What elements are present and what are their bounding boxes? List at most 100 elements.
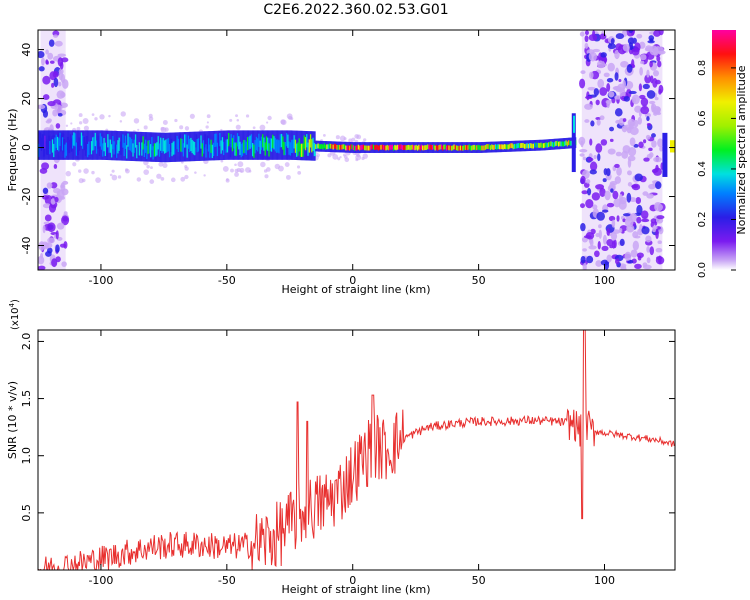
ridge-core bbox=[99, 133, 102, 147]
noise-speck bbox=[589, 161, 598, 171]
colorbar-ticks: 0.0 0.2 0.4 0.6 0.8 bbox=[697, 60, 736, 278]
ridge-core bbox=[210, 139, 213, 153]
ridge-core bbox=[156, 142, 159, 156]
noise-speck bbox=[657, 138, 664, 148]
ridge-core bbox=[277, 139, 280, 153]
spectrogram-panel: -100 -50 0 50 100 -40 -20 0 20 40 Height of stra… bbox=[6, 29, 676, 296]
halo-speck bbox=[180, 176, 186, 182]
ridge-core bbox=[453, 144, 456, 150]
noise-speck bbox=[612, 190, 619, 200]
ridge-core bbox=[181, 138, 184, 153]
ridge-core bbox=[372, 144, 375, 150]
ridge-core bbox=[132, 143, 135, 157]
noise-speck bbox=[631, 184, 639, 189]
ridge-core bbox=[228, 132, 231, 147]
ridge-core bbox=[166, 138, 169, 153]
ridge-core bbox=[215, 133, 218, 147]
noise-speck bbox=[55, 244, 60, 253]
noise-speck bbox=[638, 83, 643, 92]
noise-speck bbox=[591, 192, 601, 201]
y-tick-label: 40 bbox=[20, 43, 33, 57]
ridge-core bbox=[114, 144, 117, 158]
ridge-core bbox=[288, 141, 291, 155]
ridge-core bbox=[437, 145, 440, 151]
noise-speck bbox=[616, 215, 620, 222]
noise-speck bbox=[606, 100, 610, 109]
ridge-core bbox=[523, 143, 526, 149]
halo-speck bbox=[297, 171, 302, 175]
ridge-core bbox=[546, 142, 549, 148]
halo-speck bbox=[203, 174, 206, 177]
noise-speck bbox=[656, 215, 665, 220]
noise-speck bbox=[46, 182, 53, 189]
ridge-core bbox=[90, 141, 93, 155]
ridge-core bbox=[297, 142, 300, 156]
ridge-core bbox=[279, 134, 282, 148]
ridge-core bbox=[283, 141, 286, 156]
halo-speck bbox=[332, 153, 339, 160]
halo-speck bbox=[363, 138, 367, 142]
ridge-core bbox=[547, 142, 550, 148]
ridge-core bbox=[469, 145, 472, 151]
noise-speck bbox=[596, 119, 601, 126]
noise-speck bbox=[652, 225, 658, 230]
noise-speck bbox=[54, 40, 63, 47]
ridge-core bbox=[196, 139, 199, 153]
noise-speck bbox=[641, 218, 650, 223]
ridge-core bbox=[539, 143, 542, 148]
noise-speck bbox=[652, 47, 659, 56]
noise-speck bbox=[56, 90, 65, 99]
ridge-core bbox=[180, 138, 183, 152]
ridge-core bbox=[385, 145, 388, 151]
ridge-core bbox=[564, 141, 567, 147]
ridge-core bbox=[555, 141, 558, 146]
halo-speck bbox=[184, 166, 189, 171]
ridge-core bbox=[326, 144, 329, 150]
halo-speck bbox=[343, 155, 348, 159]
halo-speck bbox=[266, 167, 271, 172]
noise-speck bbox=[586, 188, 592, 196]
halo-speck bbox=[137, 128, 140, 131]
noise-speck bbox=[587, 157, 594, 162]
ridge-core bbox=[100, 136, 103, 150]
noise-speck bbox=[640, 60, 645, 65]
noise-speck bbox=[657, 240, 662, 244]
ridge-core bbox=[357, 144, 360, 150]
ridge-core bbox=[108, 139, 111, 153]
halo-speck bbox=[280, 119, 286, 125]
halo-speck bbox=[136, 177, 142, 182]
noise-speck bbox=[632, 231, 639, 239]
noise-speck bbox=[600, 52, 607, 58]
noise-speck bbox=[585, 198, 594, 209]
halo-speck bbox=[94, 117, 98, 121]
noise-speck bbox=[639, 67, 643, 76]
ridge-core bbox=[515, 143, 518, 149]
ridge-core bbox=[477, 144, 480, 150]
noise-speck bbox=[585, 95, 593, 100]
noise-speck bbox=[580, 203, 585, 209]
ridge-core bbox=[486, 144, 489, 149]
snr-scale-label: (x104) bbox=[8, 299, 21, 330]
ridge-core bbox=[291, 139, 294, 153]
noise-speck bbox=[42, 195, 49, 200]
ridge-core bbox=[425, 145, 428, 151]
ridge-core bbox=[375, 144, 378, 150]
ridge-core bbox=[484, 144, 487, 150]
ridge-core bbox=[199, 140, 202, 154]
noise-speck bbox=[584, 103, 593, 110]
ridge-core bbox=[70, 138, 73, 152]
noise-speck bbox=[626, 192, 632, 203]
noise-speck bbox=[55, 230, 59, 240]
ridge-core bbox=[200, 135, 203, 149]
halo-speck bbox=[266, 121, 269, 124]
halo-speck bbox=[83, 125, 89, 131]
noise-speck bbox=[601, 209, 609, 213]
ridge-core bbox=[303, 135, 306, 149]
ridge-core bbox=[50, 138, 53, 152]
ridge-core bbox=[252, 143, 255, 157]
ridge-core bbox=[351, 144, 354, 150]
noise-speck bbox=[584, 35, 589, 43]
ridge-core bbox=[522, 143, 525, 148]
ridge-core bbox=[507, 144, 510, 150]
noise-speck bbox=[649, 246, 655, 256]
